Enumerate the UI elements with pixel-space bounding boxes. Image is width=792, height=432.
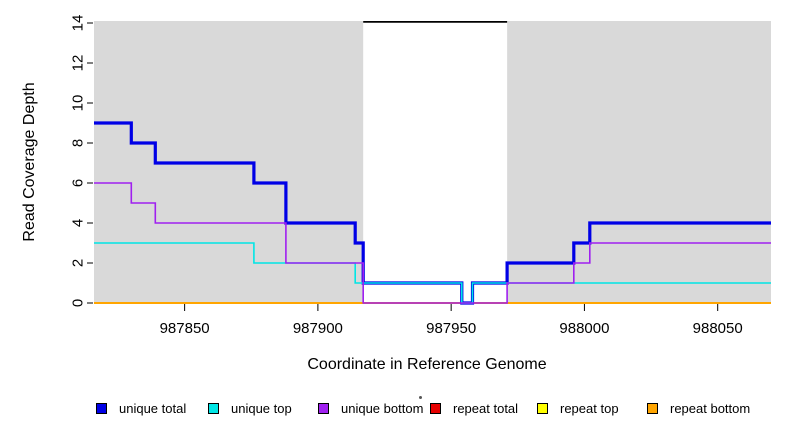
series-unique-bottom xyxy=(94,182,771,304)
y-axis-tick-label: 10 xyxy=(69,95,86,112)
legend-label: repeat top xyxy=(560,400,619,416)
y-axis-tick-label: 8 xyxy=(69,139,86,147)
legend-item-repeat-bottom: repeat bottom xyxy=(647,401,750,415)
legend-label: repeat bottom xyxy=(670,400,751,416)
legend-swatch xyxy=(96,402,107,414)
x-axis-title: Coordinate in Reference Genome xyxy=(307,356,547,373)
y-axis-tick-label: 4 xyxy=(69,219,86,227)
x-axis-tick-label: 988000 xyxy=(559,320,609,337)
y-axis-tick-label: 14 xyxy=(69,15,86,32)
legend-label: unique total xyxy=(119,400,187,416)
legend-item-repeat-top: repeat top xyxy=(537,401,619,415)
series-unique-top xyxy=(94,242,771,304)
y-axis-title: Read Coverage Depth xyxy=(21,82,38,242)
x-axis-tick-label: 987900 xyxy=(293,320,343,337)
legend-swatch xyxy=(318,402,329,414)
y-axis-tick-label: 0 xyxy=(69,299,86,307)
legend-item-unique-bottom: unique bottom xyxy=(318,401,423,415)
x-axis-tick-label: 987850 xyxy=(160,320,210,337)
legend-label: unique bottom xyxy=(341,400,424,416)
legend-item-unique-total: unique total xyxy=(96,401,186,415)
legend-swatch xyxy=(647,402,658,414)
repeat-region-band xyxy=(363,21,508,304)
x-axis-tick-label: 988050 xyxy=(693,320,743,337)
y-axis-tick-label: 12 xyxy=(69,55,86,72)
legend-swatch xyxy=(430,402,441,414)
legend-label: repeat total xyxy=(453,400,519,416)
legend-label: unique top xyxy=(231,400,292,416)
stray-mark xyxy=(419,396,422,399)
y-axis-tick-label: 2 xyxy=(69,259,86,267)
y-axis-tick-label: 6 xyxy=(69,179,86,187)
legend-item-repeat-total: repeat total xyxy=(430,401,518,415)
legend-item-unique-top: unique top xyxy=(208,401,292,415)
x-axis-tick-label: 987950 xyxy=(426,320,476,337)
legend-swatch xyxy=(537,402,548,414)
legend-swatch xyxy=(208,402,219,414)
